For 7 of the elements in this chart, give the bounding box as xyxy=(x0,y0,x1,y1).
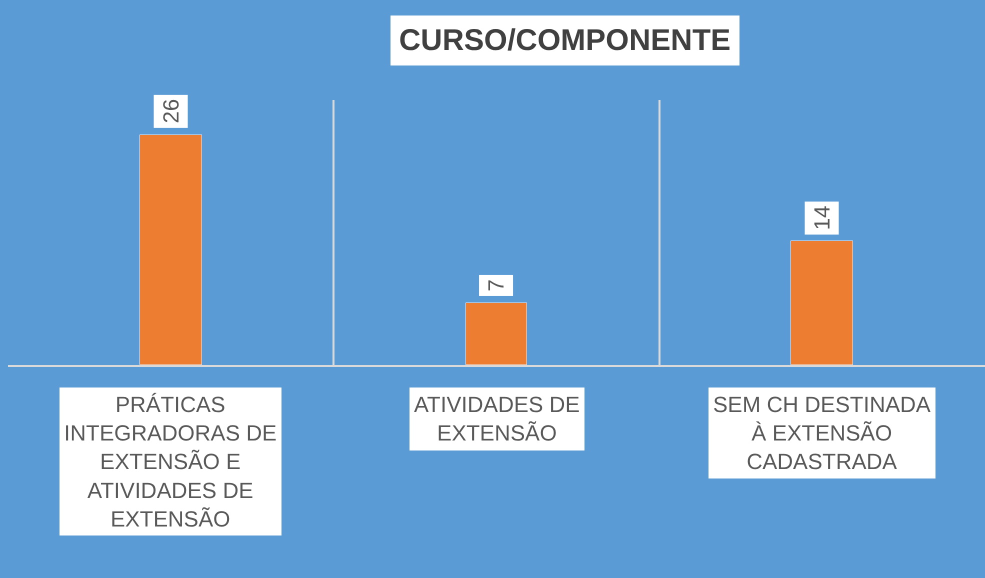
data-label: 14 xyxy=(809,206,834,230)
x-tick-label: ATIVIDADES DE EXTENSÃO xyxy=(414,392,580,446)
x-tick-label: PRÁTICAS INTEGRADORAS DE EXTENSÃO E ATIVIDADES DE EXTENSÃO xyxy=(64,392,277,532)
x-tick-label: SEM CH DESTINADA À EXTENSÃO CADASTRADA xyxy=(713,392,931,474)
data-label: 7 xyxy=(484,279,509,292)
chart-title: CURSO/COMPONENTE xyxy=(399,24,731,57)
data-label: 26 xyxy=(158,98,184,124)
